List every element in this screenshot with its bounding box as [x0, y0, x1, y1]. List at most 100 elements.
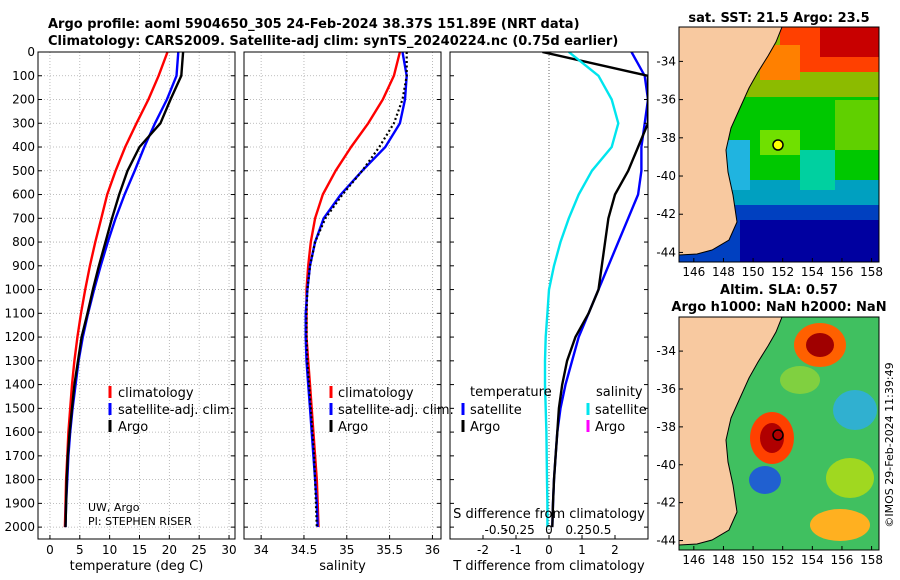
- map-x-tick-label: 154: [801, 553, 824, 567]
- map-y-tick-label: -44: [656, 245, 676, 259]
- x-tick-label: 15: [132, 543, 147, 557]
- y-tick-label: 1700: [4, 449, 35, 463]
- legend-label-climatology: climatology: [118, 386, 194, 401]
- sla-map: [679, 317, 879, 550]
- y-tick-label: 700: [12, 211, 35, 225]
- sst-map-title: sat. SST: 21.5 Argo: 23.5: [688, 11, 869, 26]
- map-x-tick-label: 148: [712, 265, 735, 279]
- x-tick-label: 10: [102, 543, 117, 557]
- map-y-tick-label: -44: [656, 534, 676, 548]
- map-x-tick-label: 158: [860, 553, 883, 567]
- y-tick-label: 1800: [4, 473, 35, 487]
- y-tick-label: 0: [27, 45, 35, 59]
- salinity-panel: 34 34.5 35 35.5 36 salinity: [243, 51, 442, 574]
- series-group: [63, 52, 185, 528]
- x-tick-label: -2: [477, 543, 489, 557]
- figure-title-line1: Argo profile: aoml 5904650_305 24-Feb-20…: [48, 17, 580, 32]
- salinity-legend: climatology satellite-adj. clim. Argo: [329, 386, 454, 435]
- plot-frame: [243, 51, 442, 540]
- argo-marker-sla: [772, 429, 784, 441]
- y-tick-label: 1500: [4, 401, 35, 415]
- map-y-tick-label: -38: [656, 131, 676, 145]
- map-x-tick-label: 158: [860, 265, 883, 279]
- y-tick-label: 400: [12, 140, 35, 154]
- series-group: [542, 52, 648, 528]
- map-x-tick-label: 150: [742, 553, 765, 567]
- y-tick-label: 900: [12, 259, 35, 273]
- map-y-tick-label: -34: [656, 344, 676, 358]
- map-x-tick-label: 154: [801, 265, 824, 279]
- x-axis-label: T difference from climatology: [452, 559, 645, 574]
- map-y-tick-label: -40: [656, 169, 676, 183]
- s-tick-label: 0.5: [592, 523, 611, 537]
- map-y-tick-label: -42: [656, 207, 676, 221]
- legend-header-salinity: salinity: [596, 385, 643, 400]
- s-difference-label: S difference from climatology: [453, 507, 645, 522]
- map-x-tick-label: 152: [771, 265, 794, 279]
- y-tick-label: 1100: [4, 306, 35, 320]
- legend-label-argo: Argo: [118, 420, 148, 435]
- map-x-tick-label: 148: [712, 553, 735, 567]
- x-tick-label: 30: [221, 543, 236, 557]
- y-tick-label: 1300: [4, 354, 35, 368]
- plot-frame: [37, 51, 236, 540]
- y-tick-label: 1400: [4, 378, 35, 392]
- legend-label-satellite: satellite-adj. clim.: [338, 403, 454, 418]
- y-tick-label: 1900: [4, 496, 35, 510]
- x-tick-label: 35: [339, 543, 354, 557]
- x-tick-label: 1: [578, 543, 586, 557]
- x-tick-label: 5: [76, 543, 84, 557]
- pi-label: PI: STEPHEN RISER: [88, 515, 192, 528]
- imos-stamp: ©IMOS 29-Feb-2024 11:39:49: [883, 362, 896, 527]
- legend-label-climatology: climatology: [338, 386, 414, 401]
- owner-label: UW, Argo: [88, 501, 140, 514]
- map-x-tick-label: 146: [682, 553, 705, 567]
- x-tick-label: 0: [545, 543, 553, 557]
- argo-marker-sst: [772, 139, 784, 151]
- x-tick-label: 25: [192, 543, 207, 557]
- y-tick-label: 1200: [4, 330, 35, 344]
- series-line-temperature-argo: [542, 52, 648, 528]
- x-tick-label: 34: [253, 543, 268, 557]
- y-tick-label: 800: [12, 235, 35, 249]
- x-tick-label: 0: [46, 543, 54, 557]
- sla-map-title: Altim. SLA: 0.57: [720, 283, 838, 298]
- map-x-tick-label: 150: [742, 265, 765, 279]
- y-tick-label: 200: [12, 93, 35, 107]
- x-axis-label: salinity: [319, 559, 366, 574]
- sla-map-subtitle: Argo h1000: NaN h2000: NaN: [671, 300, 886, 315]
- map-y-tick-label: -38: [656, 420, 676, 434]
- y-tick-label: 1600: [4, 425, 35, 439]
- legend-label-s-argo: Argo: [595, 420, 625, 435]
- legend-label-t-satellite: satellite: [470, 403, 522, 418]
- x-tick-label: 2: [611, 543, 619, 557]
- x-tick-label: -1: [510, 543, 522, 557]
- y-tick-label: 1000: [4, 283, 35, 297]
- sst-map: [679, 27, 879, 262]
- x-tick-label: 34.5: [291, 543, 318, 557]
- s-tick-label: -0.5: [484, 523, 507, 537]
- series-line-argo: [64, 52, 185, 528]
- map-y-tick-label: -42: [656, 496, 676, 510]
- x-axis-label: temperature (deg C): [70, 559, 204, 574]
- y-tick-label: 500: [12, 164, 35, 178]
- legend-label-t-argo: Argo: [470, 420, 500, 435]
- y-tick-label: 300: [12, 116, 35, 130]
- map-x-tick-label: 152: [771, 553, 794, 567]
- y-tick-label: 2000: [4, 520, 35, 534]
- series-group: [304, 52, 408, 528]
- figure-title-line2: Climatology: CARS2009. Satellite-adj cli…: [48, 34, 618, 49]
- map-y-tick-label: -36: [656, 93, 676, 107]
- s-tick-label: 0: [545, 523, 553, 537]
- difference-panel: -2 -1 0 1 2 T difference from climatology -0.5…: [449, 51, 649, 574]
- legend-header-temperature: temperature: [470, 385, 552, 400]
- y-tick-label: 600: [12, 188, 35, 202]
- map-x-tick-label: 156: [831, 265, 854, 279]
- series-line-salinity-satellite: [543, 52, 620, 528]
- x-tick-label: 20: [162, 543, 177, 557]
- series-line-temperature-satellite: [551, 52, 648, 528]
- x-tick-label: 35.5: [376, 543, 403, 557]
- s-tick-label: 0.25: [565, 523, 592, 537]
- legend-label-satellite: satellite-adj. clim.: [118, 403, 234, 418]
